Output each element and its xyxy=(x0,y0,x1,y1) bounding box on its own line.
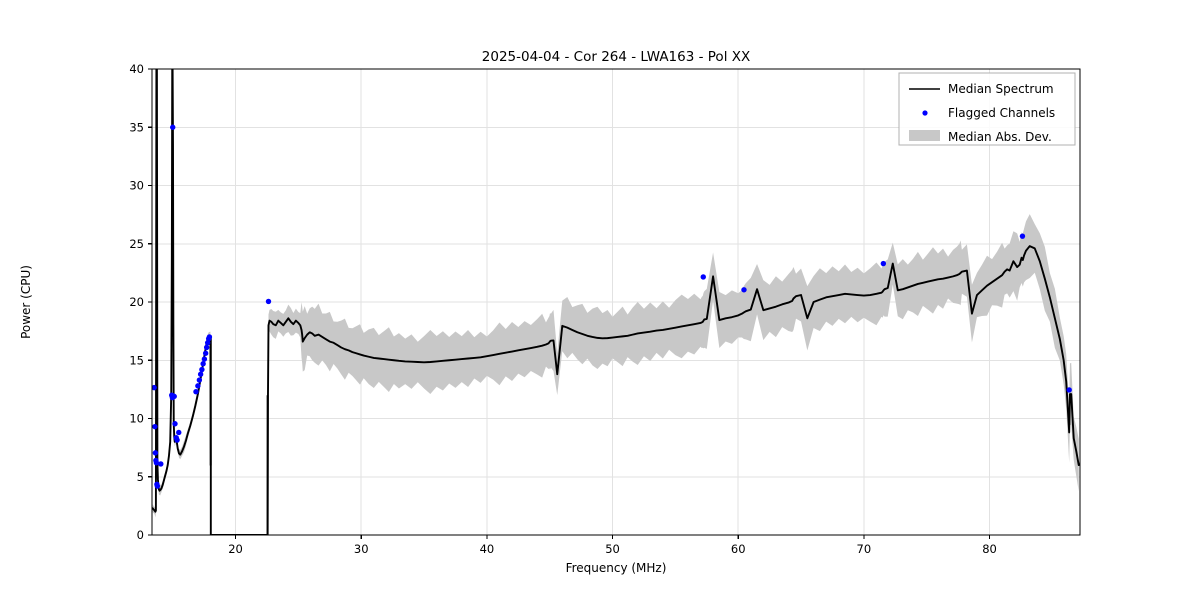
flagged-channel-point xyxy=(741,287,747,293)
flagged-channel-point xyxy=(158,461,164,467)
flagged-channel-point xyxy=(196,377,203,383)
y-tick-label: 30 xyxy=(129,179,144,193)
flagged-channel-point xyxy=(170,124,176,130)
flagged-channel-point xyxy=(171,393,177,400)
x-axis-ticks: 20 30 40 50 60 70 80 xyxy=(228,535,997,556)
x-tick-label: 70 xyxy=(857,542,872,556)
flagged-channel-point xyxy=(265,298,272,305)
y-tick-label: 20 xyxy=(129,295,144,309)
flagged-channel-point xyxy=(1019,233,1026,239)
flagged-channel-point xyxy=(176,429,182,436)
page-title: 2025-04-04 - Cor 264 - LWA163 - Pol XX xyxy=(482,49,750,65)
y-axis-ticks: 0 5 10 15 20 25 30 35 40 xyxy=(129,62,152,542)
x-tick-label: 30 xyxy=(354,542,369,556)
flagged-channel-point xyxy=(200,361,206,367)
flagged-channel-point xyxy=(172,421,178,427)
flagged-channel-point xyxy=(193,389,199,395)
flagged-channel-point xyxy=(700,274,706,280)
x-tick-label: 20 xyxy=(228,542,243,556)
x-tick-label: 50 xyxy=(605,542,620,556)
flagged-channel-point xyxy=(195,383,201,389)
flagged-channel-point xyxy=(152,450,159,456)
x-axis-label: Frequency (MHz) xyxy=(566,561,667,575)
legend-label-flagged-channels: Flagged Channels xyxy=(948,106,1055,120)
x-tick-label: 80 xyxy=(982,542,997,556)
flagged-channel-point xyxy=(152,384,157,391)
flagged-channel-point xyxy=(153,460,160,466)
flagged-channel-point xyxy=(152,423,158,430)
legend: Median Spectrum Flagged Channels Median … xyxy=(898,72,1076,146)
legend-label-median-abs-dev: Median Abs. Dev. xyxy=(948,130,1052,144)
zero-gap-segment xyxy=(209,336,269,535)
y-tick-label: 40 xyxy=(129,62,144,76)
flagged-channel-point xyxy=(204,340,211,346)
legend-band-swatch xyxy=(909,130,940,141)
x-tick-label: 40 xyxy=(480,542,495,556)
flagged-channel-point xyxy=(199,366,205,373)
median-spectrum-segment xyxy=(266,245,1080,535)
flagged-channel-point xyxy=(206,334,213,340)
flagged-channel-point xyxy=(203,344,210,351)
y-axis-label: Power (CPU) xyxy=(19,265,33,339)
y-tick-label: 0 xyxy=(137,528,144,542)
flagged-channel-point xyxy=(201,356,208,362)
legend-dot-swatch xyxy=(922,110,928,116)
y-tick-label: 35 xyxy=(129,120,144,134)
y-tick-label: 5 xyxy=(137,470,144,484)
flagged-channels-points xyxy=(152,124,1072,489)
y-tick-label: 25 xyxy=(129,237,144,251)
y-tick-label: 10 xyxy=(129,412,144,426)
flagged-channel-point xyxy=(1066,387,1072,393)
y-tick-label: 15 xyxy=(129,353,144,367)
flagged-channel-point xyxy=(202,350,209,356)
flagged-channel-point xyxy=(197,371,204,377)
legend-label-median-spectrum: Median Spectrum xyxy=(948,82,1054,96)
flagged-channel-point xyxy=(880,260,887,267)
flagged-channel-point xyxy=(154,483,161,489)
flagged-channel-point xyxy=(174,437,180,443)
x-tick-label: 60 xyxy=(731,542,746,556)
